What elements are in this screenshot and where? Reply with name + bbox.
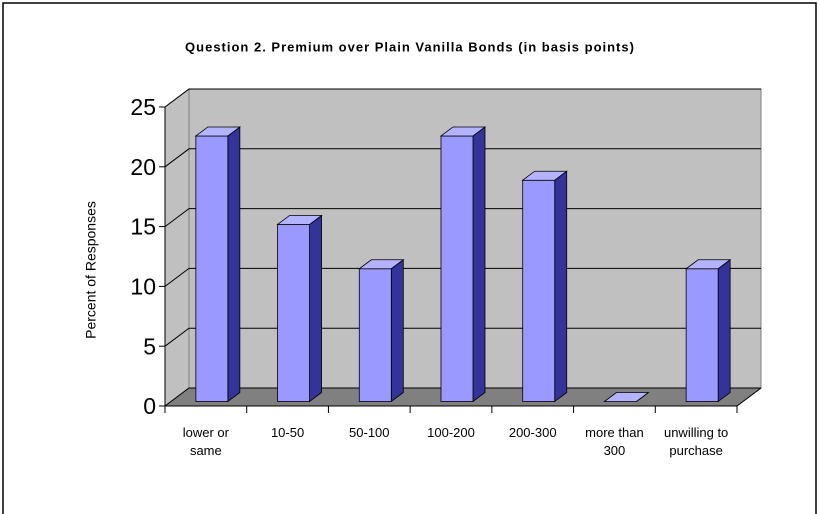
floor-edge bbox=[736, 387, 762, 407]
chart-title: Question 2. Premium over Plain Vanilla B… bbox=[185, 39, 635, 54]
x-tick-label: 50-100 bbox=[349, 425, 390, 440]
bar-side bbox=[472, 126, 486, 403]
grid-line bbox=[164, 327, 761, 347]
grid-line bbox=[164, 148, 761, 168]
y-tick-label: 10 bbox=[130, 273, 156, 299]
grid-line bbox=[164, 387, 761, 407]
bar-top bbox=[439, 126, 487, 137]
grid-line bbox=[164, 208, 761, 228]
y-axis-label: Percent of Responses bbox=[83, 201, 99, 339]
bar-top bbox=[521, 170, 568, 181]
bar bbox=[685, 268, 719, 402]
bar-top bbox=[603, 392, 650, 402]
bar-top bbox=[276, 215, 323, 225]
bar bbox=[195, 135, 229, 402]
x-tick-label: unwilling to purchase bbox=[663, 425, 729, 458]
bar-top bbox=[194, 126, 242, 137]
y-tick-label: 5 bbox=[143, 333, 156, 359]
y-tick-label: 0 bbox=[143, 393, 156, 419]
y-tick-label: 20 bbox=[130, 154, 156, 180]
bar-side bbox=[390, 258, 404, 403]
x-tick-label: 200-300 bbox=[508, 425, 557, 440]
y-tick-label: 25 bbox=[130, 94, 156, 120]
bar-side bbox=[309, 214, 322, 403]
x-tick-label: lower or same bbox=[182, 425, 229, 458]
bar bbox=[522, 179, 556, 402]
x-tick-label: 100-200 bbox=[427, 425, 475, 440]
grid-line bbox=[164, 267, 761, 287]
grid-line bbox=[164, 88, 761, 108]
bar bbox=[277, 224, 310, 402]
x-tick-label: more than 300 bbox=[585, 425, 644, 458]
bar-side bbox=[227, 126, 241, 403]
bar-side bbox=[554, 170, 568, 403]
y-tick-label: 15 bbox=[130, 214, 156, 240]
x-tick-label: 10-50 bbox=[270, 425, 305, 440]
bar-top bbox=[684, 259, 732, 270]
side-wall bbox=[164, 88, 190, 407]
bar-top bbox=[358, 259, 405, 270]
bar bbox=[358, 268, 392, 402]
bar-side bbox=[717, 258, 731, 403]
bar bbox=[440, 135, 474, 402]
